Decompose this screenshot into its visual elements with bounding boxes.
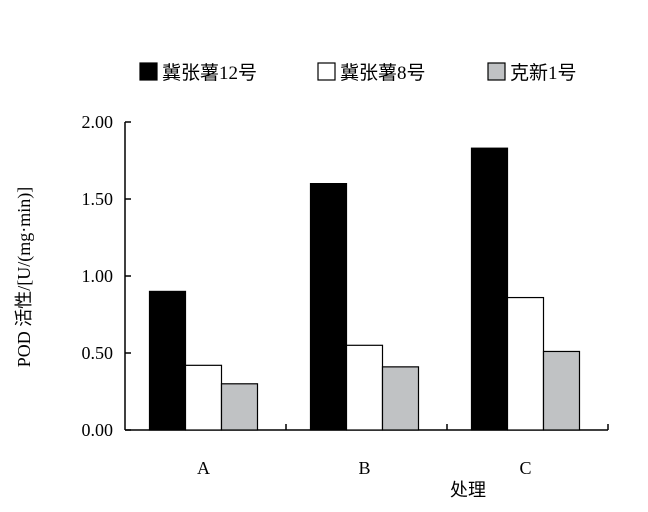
legend-label: 冀张薯8号 xyxy=(340,62,426,84)
bar xyxy=(470,147,509,431)
bar xyxy=(381,366,420,431)
bar xyxy=(148,290,187,431)
y-tick-label: 1.00 xyxy=(82,266,114,286)
bar xyxy=(184,364,223,431)
y-tick-label: 2.00 xyxy=(82,112,114,132)
x-tick-label: C xyxy=(519,458,531,478)
legend-swatch xyxy=(317,62,336,81)
y-tick-label: 1.50 xyxy=(82,189,114,209)
legend: 冀张薯12号 冀张薯8号 克新1号 xyxy=(139,62,577,84)
legend-swatch xyxy=(487,62,506,81)
x-tick-label: B xyxy=(358,458,370,478)
y-axis-title: POD 活性/[U/(mg·min)] xyxy=(14,187,35,367)
y-tick-label: 0.50 xyxy=(82,343,114,363)
y-tick-label: 0.00 xyxy=(82,420,114,440)
legend-label: 冀张薯12号 xyxy=(162,62,257,84)
bar xyxy=(345,344,384,431)
bar xyxy=(309,183,348,431)
bar xyxy=(220,383,259,431)
legend-label: 克新1号 xyxy=(510,62,577,84)
legend-swatch xyxy=(139,62,158,81)
x-axis-title: 处理 xyxy=(450,480,486,500)
bar xyxy=(506,296,545,431)
x-tick-label: A xyxy=(197,458,210,478)
bar xyxy=(542,350,581,431)
plot-area: 0.00 0.50 1.00 1.50 2.00 A B C xyxy=(82,112,609,478)
